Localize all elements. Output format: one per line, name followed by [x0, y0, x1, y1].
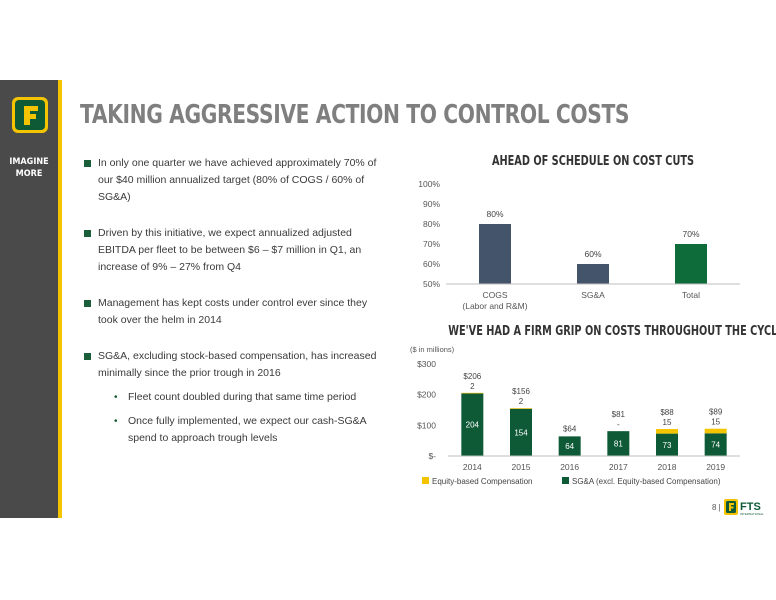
bullet-square-icon — [84, 353, 91, 360]
bullet-item: SG&A, excluding stock-based compensation… — [84, 348, 384, 447]
x-tick-label: 2017 — [609, 462, 628, 472]
y-tick-label: $- — [428, 451, 436, 461]
bullet-square-icon — [84, 230, 91, 237]
data-label: 80% — [486, 209, 503, 219]
y-tick-label: $100 — [417, 420, 436, 430]
x-tick-label: 2018 — [658, 462, 677, 472]
data-label: 70% — [682, 229, 699, 239]
bar-segment-sga — [607, 431, 630, 456]
x-tick-label: 2014 — [463, 462, 482, 472]
bar-segment-sga — [558, 436, 581, 456]
chart-subtitle: ($ in millions) — [410, 345, 455, 354]
legend-label: Equity-based Compensation — [432, 477, 533, 486]
bar-segment-sga — [510, 408, 532, 456]
data-label: 73 — [663, 441, 672, 450]
tagline-line-2: MORE — [15, 169, 43, 179]
data-label: 204 — [466, 421, 480, 430]
total-label: $88 — [660, 408, 674, 417]
sga-history-chart: ($ in millions)$300$200$100$-2042$206201… — [410, 345, 740, 486]
data-label: 60% — [584, 249, 601, 259]
fts-logo-subtext: INTERNATIONAL — [740, 512, 764, 516]
sub-bullet-item: • Fleet count doubled during that same t… — [98, 389, 384, 406]
data-label: - — [617, 420, 620, 429]
bullet-list: In only one quarter we have achieved app… — [84, 155, 384, 466]
total-label: $64 — [563, 424, 577, 433]
data-label: 15 — [711, 418, 720, 427]
bullet-item: Driven by this initiative, we expect ann… — [84, 225, 384, 276]
data-label: 154 — [514, 428, 528, 437]
bar-segment-equity — [510, 408, 532, 409]
bar-segment-sga — [656, 433, 678, 456]
y-tick-label: 60% — [423, 259, 440, 269]
bar-segment-sga — [704, 433, 727, 456]
legend-swatch-equity — [422, 477, 429, 484]
bullet-text: In only one quarter we have achieved app… — [98, 157, 377, 203]
sub-bullet-item: • Once fully implemented, we expect our … — [98, 413, 384, 447]
data-label: 81 — [614, 440, 623, 449]
x-tick-label: 2015 — [512, 462, 531, 472]
fts-logo-icon: FTS INTERNATIONAL — [724, 499, 764, 516]
total-label: $206 — [463, 372, 481, 381]
bar-segment-equity — [704, 428, 727, 434]
legend-swatch-sga — [562, 477, 569, 484]
sidebar-accent-stripe — [58, 80, 62, 518]
sub-bullet-dot-icon: • — [114, 392, 118, 403]
total-label: $156 — [512, 387, 530, 396]
bullet-text: SG&A, excluding stock-based compensation… — [98, 350, 377, 379]
sub-bullet-text: Fleet count doubled during that same tim… — [128, 391, 357, 403]
chart1-title: AHEAD OF SCHEDULE ON COST CUTS — [491, 154, 695, 169]
tagline-line-1: IMAGINE — [9, 157, 49, 167]
page-number: 8 | — [712, 503, 721, 512]
y-tick-label: 80% — [423, 219, 440, 229]
data-label: 74 — [711, 441, 720, 450]
bar — [675, 244, 707, 284]
bar-segment-sga — [461, 393, 484, 456]
bar-segment-equity — [656, 429, 678, 434]
cost-cuts-chart: 100% 90% 80% 70% 60% 50% 80% COGS(Labor and R&M… — [418, 179, 740, 311]
bullet-item: Management has kept costs under control … — [84, 295, 384, 329]
bullet-text: Driven by this initiative, we expect ann… — [98, 227, 362, 273]
chart2-title: WE'VE HAD A FIRM GRIP ON COSTS THROUGHOU… — [448, 324, 776, 339]
fts-logo-text: FTS — [740, 501, 761, 513]
y-tick-label: 50% — [423, 279, 440, 289]
bullet-square-icon — [84, 300, 91, 307]
x-tick-label: 2019 — [706, 462, 725, 472]
page-title: TAKING AGGRESSIVE ACTION TO CONTROL COST… — [80, 100, 630, 130]
x-tick-label: (Labor and R&M) — [462, 301, 527, 311]
sub-bullet-text: Once fully implemented, we expect our ca… — [128, 415, 367, 444]
company-logo-icon — [12, 97, 48, 133]
total-label: $89 — [709, 408, 723, 417]
x-tick-label: Total — [682, 290, 700, 300]
y-tick-label: $300 — [417, 359, 436, 369]
sub-bullet-dot-icon: • — [114, 416, 118, 427]
y-tick-label: 100% — [418, 179, 440, 189]
bar — [577, 264, 609, 284]
x-tick-label: COGS — [482, 290, 507, 300]
data-label: 2 — [470, 382, 475, 391]
total-label: $81 — [612, 410, 626, 419]
sidebar — [0, 80, 58, 518]
data-label: 15 — [663, 418, 672, 427]
y-tick-label: $200 — [417, 390, 436, 400]
x-tick-label: SG&A — [581, 290, 605, 300]
bar — [479, 224, 511, 284]
bar-segment-equity — [461, 392, 484, 394]
y-tick-label: 70% — [423, 239, 440, 249]
y-tick-label: 90% — [423, 199, 440, 209]
x-tick-label: 2016 — [560, 462, 579, 472]
legend-label: SG&A (excl. Equity-based Compensation) — [572, 477, 721, 486]
data-label: 64 — [565, 442, 574, 451]
tagline: IMAGINE MORE — [2, 156, 56, 180]
bullet-square-icon — [84, 160, 91, 167]
bullet-text: Management has kept costs under control … — [98, 297, 368, 326]
data-label: 2 — [519, 397, 524, 406]
bullet-item: In only one quarter we have achieved app… — [84, 155, 384, 206]
